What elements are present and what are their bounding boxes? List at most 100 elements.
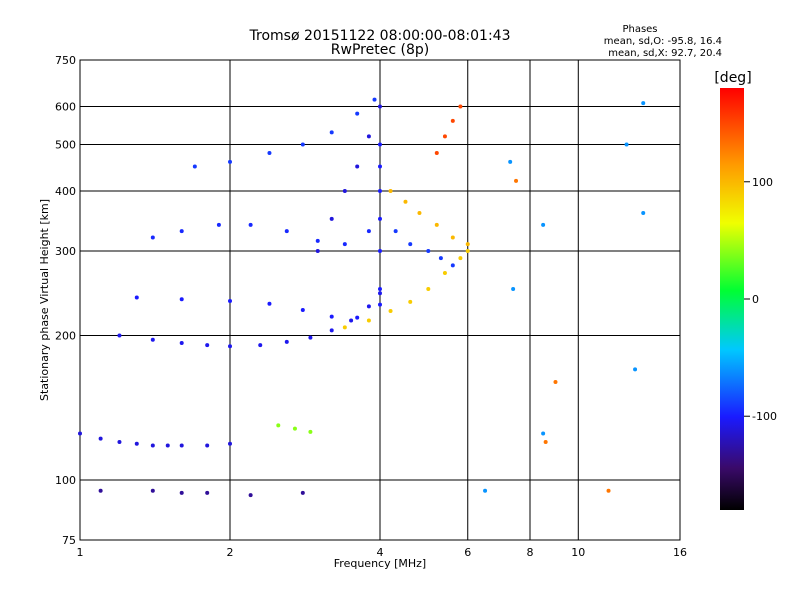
data-point (205, 443, 210, 448)
y-tick-label: 300 (55, 245, 76, 258)
data-point (426, 287, 431, 292)
data-point (300, 142, 305, 147)
data-point (150, 488, 155, 493)
data-point (216, 222, 221, 227)
data-point (458, 104, 463, 109)
data-point (378, 291, 382, 296)
legend-line-x: mean, sd,X: 92.7, 20.4 (608, 48, 722, 59)
data-point (438, 256, 443, 261)
data-point (98, 436, 103, 441)
data-point (248, 493, 253, 498)
data-point (378, 164, 382, 169)
y-tick-label: 600 (55, 101, 76, 114)
data-point (228, 441, 232, 446)
data-point (78, 431, 82, 436)
data-point (408, 242, 413, 247)
x-axis-label: Frequency [MHz] (334, 557, 426, 570)
data-point (276, 423, 281, 428)
data-point (366, 134, 371, 139)
data-point (179, 229, 184, 234)
data-point (434, 222, 439, 227)
data-point (329, 314, 334, 319)
y-axis-label: Stationary phase Virtual Height [km] (38, 199, 51, 401)
data-point (134, 295, 139, 300)
colorbar (720, 88, 744, 510)
data-point (624, 142, 629, 147)
data-point (228, 159, 232, 164)
y-axis-ticks: 75 100 200 300 400 500 600 750 (55, 54, 76, 547)
data-point (150, 443, 155, 448)
data-point (541, 222, 546, 227)
data-point (228, 299, 232, 304)
data-point (329, 328, 334, 333)
data-point (378, 189, 382, 194)
data-point (366, 304, 371, 309)
data-point (342, 325, 347, 330)
colorbar-tick-label: -100 (752, 410, 777, 423)
x-tick-label: 1 (77, 546, 84, 559)
data-point (308, 335, 313, 340)
data-point (329, 216, 334, 221)
data-point (378, 302, 382, 307)
data-point (342, 189, 347, 194)
data-point (641, 101, 646, 106)
x-axis-ticks: 1 2 4 6 8 10 16 (77, 546, 688, 559)
data-point (179, 340, 184, 345)
data-point (450, 118, 455, 123)
data-point (284, 229, 289, 234)
data-point (543, 440, 548, 445)
data-point (342, 242, 347, 247)
data-point (355, 164, 360, 169)
x-tick-label: 16 (673, 546, 687, 559)
data-point (378, 142, 382, 147)
legend-line-o: mean, sd,O: -95.8, 16.4 (604, 36, 722, 47)
data-point (378, 249, 382, 254)
x-tick-label: 2 (227, 546, 234, 559)
data-point (179, 490, 184, 495)
data-point (511, 287, 516, 292)
colorbar-label: [deg] (714, 70, 751, 86)
data-point (300, 308, 305, 313)
data-point (292, 426, 297, 431)
data-point (393, 229, 398, 234)
y-tick-label: 200 (55, 330, 76, 343)
data-point (641, 211, 646, 216)
data-point (165, 443, 170, 448)
data-point (403, 199, 408, 204)
chart-subtitle: RwPretec (8p) (331, 42, 429, 58)
data-point (150, 235, 155, 240)
data-point (434, 151, 439, 156)
data-point (483, 488, 488, 493)
data-point (514, 178, 519, 183)
data-point (378, 104, 382, 109)
data-point (450, 235, 455, 240)
colorbar-ticks: 100 0 -100 (744, 176, 777, 423)
data-point (267, 301, 272, 306)
legend-title: Phases (622, 24, 657, 35)
y-tick-label: 750 (55, 54, 76, 67)
data-point (366, 318, 371, 323)
data-point (508, 159, 513, 164)
data-point (378, 287, 382, 292)
data-point (315, 249, 320, 254)
data-point (300, 490, 305, 495)
data-point (388, 189, 393, 194)
data-point (458, 256, 463, 261)
data-point (426, 249, 431, 254)
data-point (633, 367, 638, 372)
data-point (606, 488, 611, 493)
y-tick-label: 75 (62, 534, 76, 547)
data-point (134, 441, 139, 446)
data-point (372, 97, 377, 102)
data-point (450, 263, 455, 268)
data-point (349, 318, 354, 323)
grid-lines (80, 60, 680, 540)
data-point (355, 315, 360, 320)
data-point (179, 443, 184, 448)
data-point (553, 380, 558, 385)
data-point (267, 151, 272, 156)
data-point (258, 343, 263, 348)
x-tick-label: 8 (527, 546, 534, 559)
data-point (205, 343, 210, 348)
